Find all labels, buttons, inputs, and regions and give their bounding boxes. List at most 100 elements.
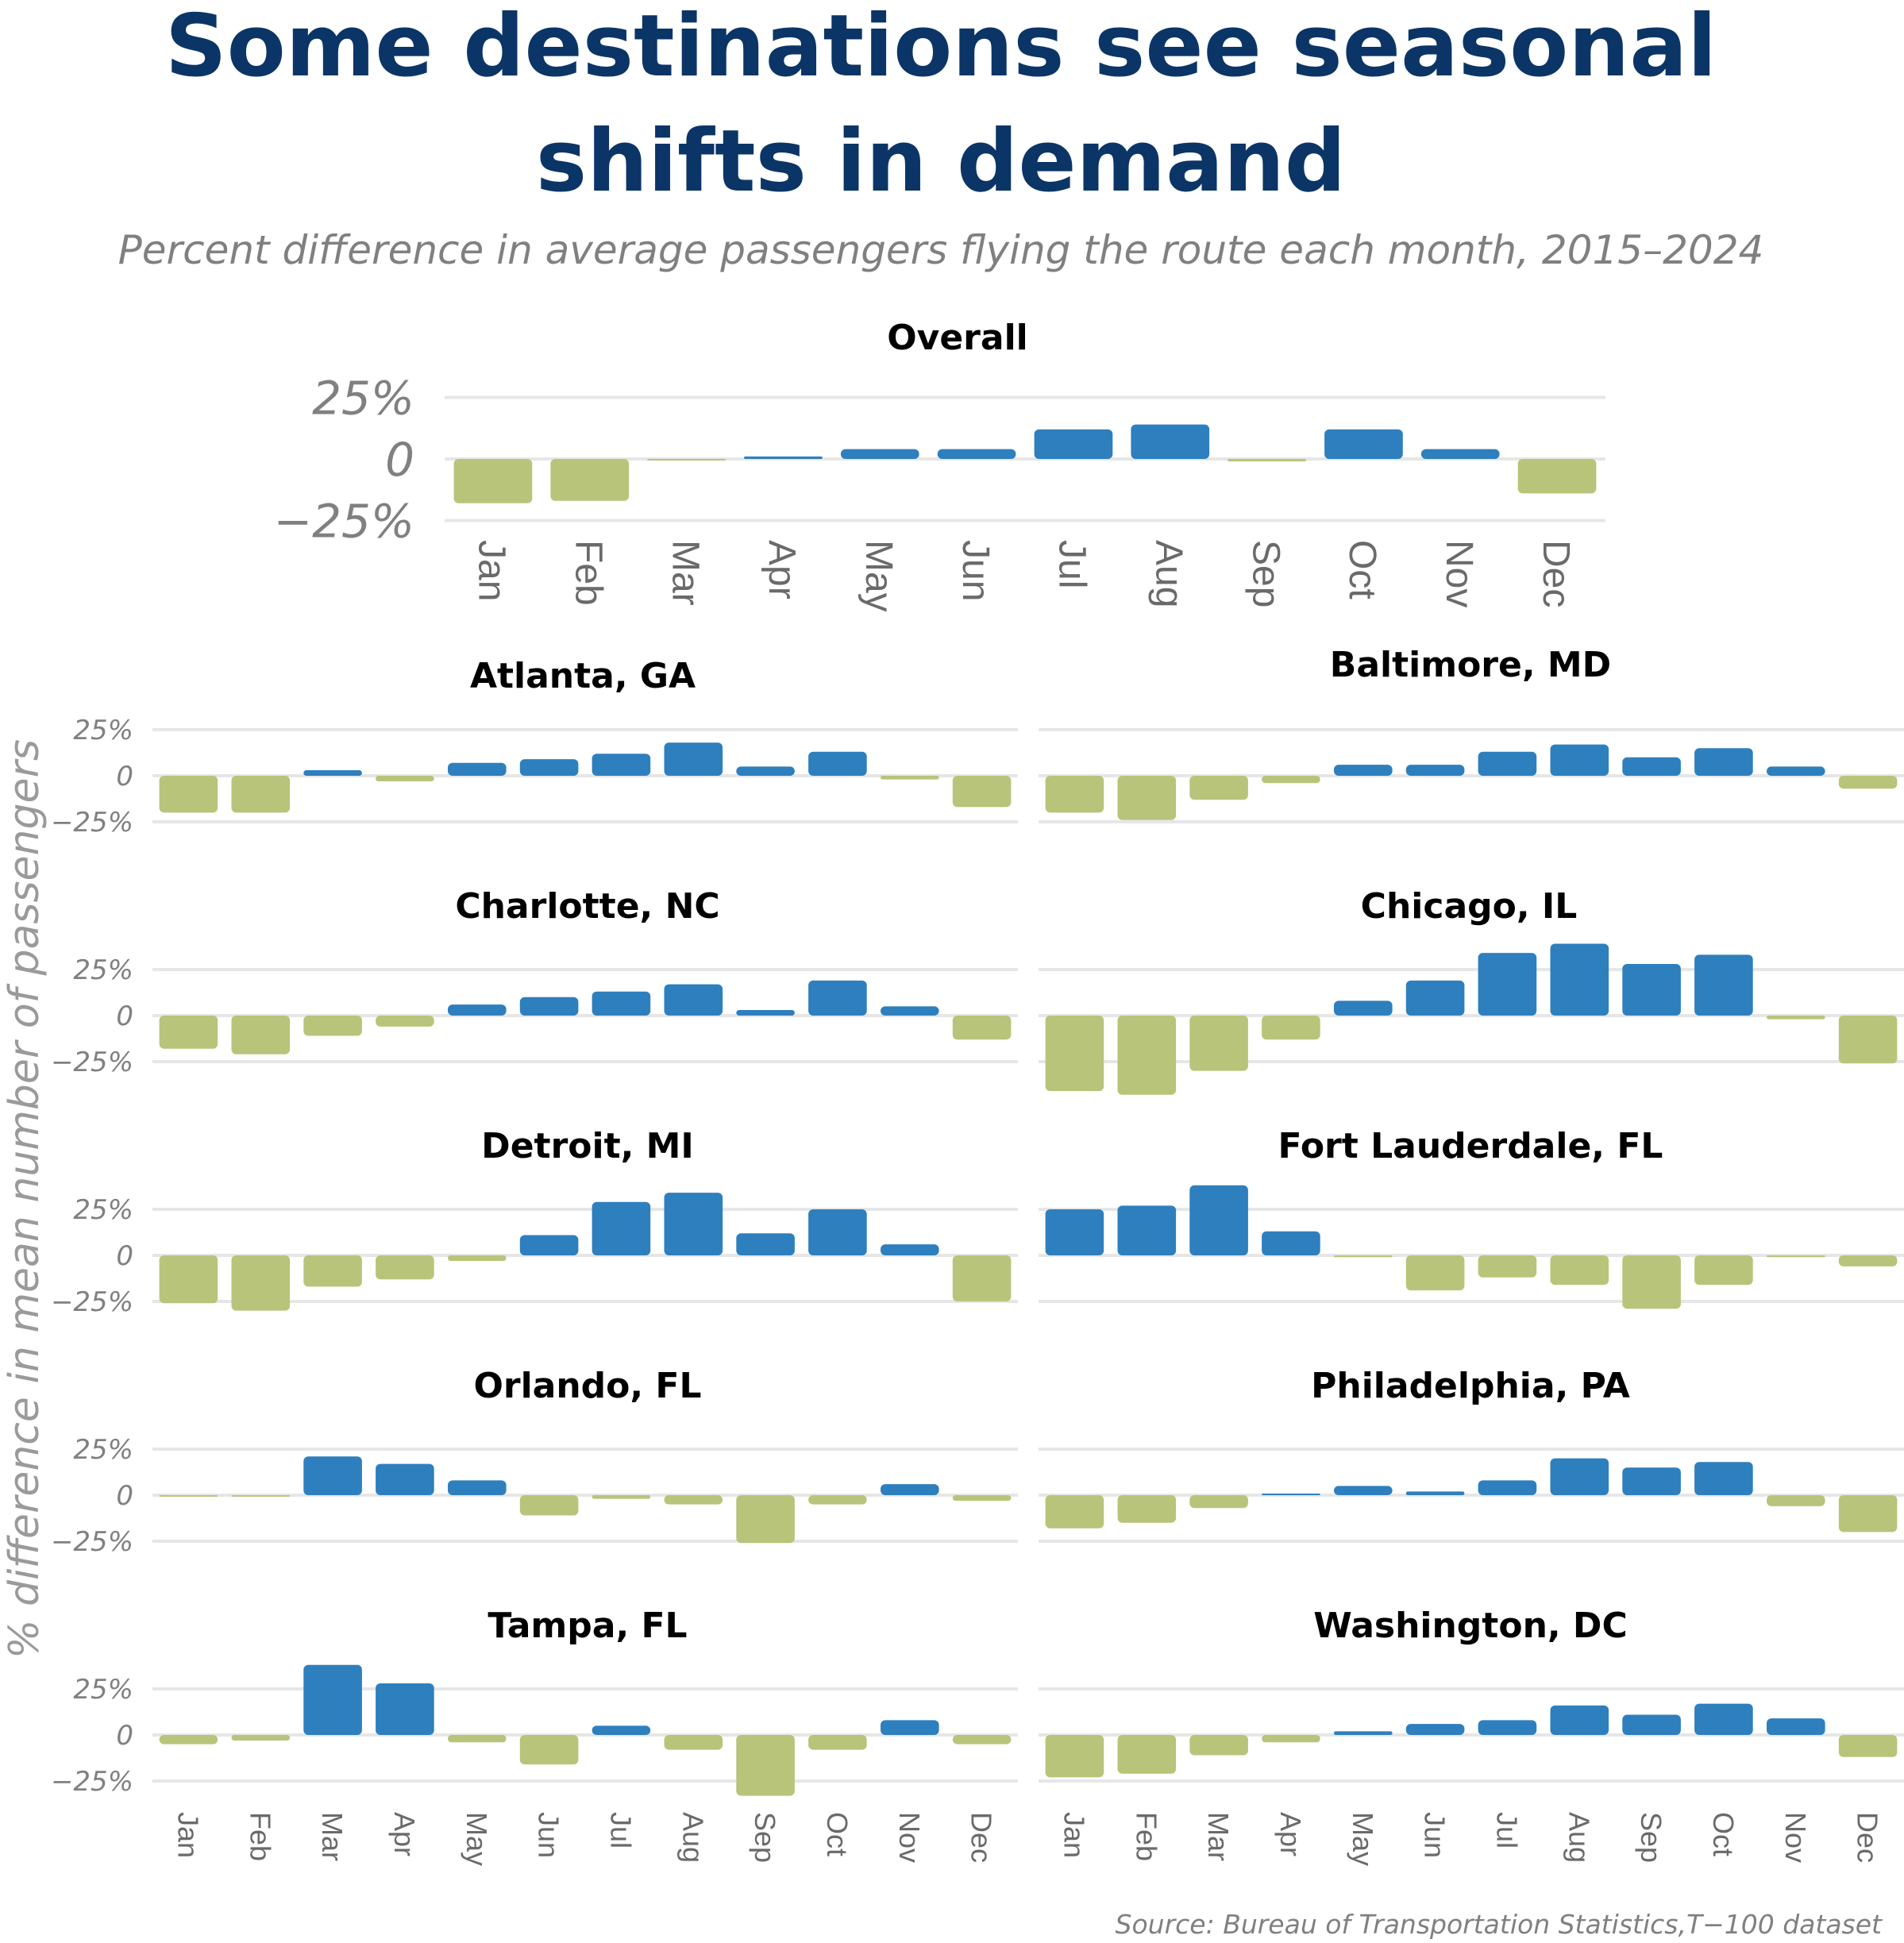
bar-philadelphia-pa-aug xyxy=(1550,1458,1609,1495)
bar-atlanta-ga-jun xyxy=(519,759,579,776)
bar-washington-dc-jan xyxy=(1045,1735,1104,1778)
y-tick-label: 0 xyxy=(116,1480,133,1512)
bar-washington-dc-sep xyxy=(1622,1714,1681,1735)
bar-overall-oct xyxy=(1324,429,1403,459)
x-tick-label-oct: Oct xyxy=(821,1812,854,1856)
bar-overall-jul xyxy=(1034,429,1113,459)
bar-baltimore-md-feb xyxy=(1117,776,1177,820)
bar-detroit-mi-oct xyxy=(808,1209,867,1255)
x-tick-label-aug: Aug xyxy=(1148,540,1190,607)
bar-fort-lauderdale-fl-mar xyxy=(1189,1185,1248,1255)
panel-overall: Overall 25% 0 −25% Jan Feb Mar Apr May Jun Jul Aug S… xyxy=(273,318,1605,612)
bar-charlotte-nc-jan xyxy=(159,1016,218,1049)
bar-charlotte-nc-dec xyxy=(952,1016,1012,1040)
panel-chicago-il: Chicago, IL xyxy=(1039,886,1904,1095)
x-tick-label-dec: Dec xyxy=(965,1812,998,1863)
panel-title-fort-lauderdale-fl: Fort Lauderdale, FL xyxy=(1278,1126,1663,1166)
bar-orlando-fl-sep xyxy=(736,1495,795,1544)
bar-atlanta-ga-jul xyxy=(592,754,651,776)
x-tick-label-nov: Nov xyxy=(1779,1812,1812,1863)
bar-atlanta-ga-feb xyxy=(231,776,291,813)
y-tick-label: 0 xyxy=(116,1240,133,1272)
bar-detroit-mi-jun xyxy=(519,1235,579,1255)
panel-title-atlanta-ga: Atlanta, GA xyxy=(470,656,696,696)
bar-washington-dc-dec xyxy=(1838,1735,1898,1757)
y-tick-label: 25% xyxy=(73,1434,133,1466)
y-tick-label: 0 xyxy=(116,761,133,792)
bar-orlando-fl-mar xyxy=(303,1456,362,1495)
bar-fort-lauderdale-fl-feb xyxy=(1117,1205,1177,1255)
bar-detroit-mi-nov xyxy=(881,1244,939,1255)
bar-washington-dc-feb xyxy=(1117,1735,1177,1774)
bar-orlando-fl-jun xyxy=(519,1495,579,1516)
panel-fort-lauderdale-fl: Fort Lauderdale, FL xyxy=(1039,1126,1904,1309)
bar-atlanta-ga-may xyxy=(448,762,507,776)
bar-fort-lauderdale-fl-dec xyxy=(1838,1255,1898,1266)
bar-fort-lauderdale-fl-nov xyxy=(1767,1255,1825,1258)
bar-philadelphia-pa-jun xyxy=(1405,1491,1465,1495)
bar-tampa-fl-mar xyxy=(303,1664,362,1735)
bar-tampa-fl-aug xyxy=(664,1735,723,1750)
bar-atlanta-ga-apr xyxy=(376,776,434,781)
y-tick-label: 25% xyxy=(312,371,414,425)
bar-charlotte-nc-mar xyxy=(303,1016,362,1036)
x-tick-label-jan: Jan xyxy=(471,540,513,601)
x-tick-label-jun: Jun xyxy=(954,540,996,601)
bar-orlando-fl-dec xyxy=(952,1495,1012,1501)
bar-fort-lauderdale-fl-sep xyxy=(1622,1255,1681,1309)
bar-atlanta-ga-jan xyxy=(159,776,218,813)
bar-tampa-fl-feb xyxy=(231,1735,291,1741)
x-tick-label-jun: Jun xyxy=(1419,1812,1451,1858)
bar-philadelphia-pa-apr xyxy=(1262,1494,1320,1495)
panel-charlotte-nc: Charlotte, NC 25% 0 −25% xyxy=(51,886,1018,1078)
bar-overall-nov xyxy=(1420,449,1500,459)
y-tick-label: −25% xyxy=(51,1526,133,1558)
bar-fort-lauderdale-fl-oct xyxy=(1694,1255,1753,1286)
y-tick-label: −25% xyxy=(51,1047,133,1078)
bar-overall-jan xyxy=(453,459,533,503)
x-tick-label-may: May xyxy=(858,540,900,612)
x-tick-label-sep: Sep xyxy=(1244,540,1286,607)
bar-orlando-fl-oct xyxy=(808,1495,867,1505)
bar-charlotte-nc-apr xyxy=(376,1016,434,1027)
y-tick-label: −25% xyxy=(51,807,133,838)
bar-overall-may xyxy=(840,449,919,459)
bar-overall-dec xyxy=(1517,459,1597,494)
x-tick-label-may: May xyxy=(461,1812,493,1866)
x-tick-label-aug: Aug xyxy=(1563,1812,1595,1863)
bar-chicago-il-sep xyxy=(1622,964,1681,1016)
chart-subtitle: Percent difference in average passengers… xyxy=(118,227,1764,273)
y-axis-label: % difference in mean number of passenger… xyxy=(1,739,48,1659)
y-tick-label: 25% xyxy=(73,715,133,746)
bar-tampa-fl-jan xyxy=(159,1735,218,1744)
bar-tampa-fl-jun xyxy=(519,1735,579,1765)
x-tick-label-jun: Jun xyxy=(533,1812,565,1858)
bar-atlanta-ga-sep xyxy=(736,766,795,776)
x-tick-label-aug: Aug xyxy=(676,1812,709,1863)
panel-title-philadelphia-pa: Philadelphia, PA xyxy=(1311,1366,1630,1406)
bar-baltimore-md-mar xyxy=(1189,776,1248,800)
bar-tampa-fl-may xyxy=(448,1735,507,1743)
bar-washington-dc-oct xyxy=(1694,1703,1753,1735)
bar-overall-mar xyxy=(647,459,726,461)
bar-washington-dc-mar xyxy=(1189,1735,1248,1756)
bar-baltimore-md-nov xyxy=(1767,766,1825,776)
bar-washington-dc-aug xyxy=(1550,1705,1609,1735)
bar-baltimore-md-jan xyxy=(1045,776,1104,813)
bar-fort-lauderdale-fl-may xyxy=(1334,1255,1393,1258)
bar-detroit-mi-mar xyxy=(303,1255,362,1287)
y-tick-label: 0 xyxy=(116,1000,133,1032)
y-tick-label: −25% xyxy=(51,1766,133,1798)
bar-fort-lauderdale-fl-jan xyxy=(1045,1209,1104,1255)
bar-fort-lauderdale-fl-apr xyxy=(1262,1231,1320,1255)
bar-philadelphia-pa-jan xyxy=(1045,1495,1104,1529)
x-tick-label-jul: Jul xyxy=(605,1812,638,1849)
bar-washington-dc-apr xyxy=(1262,1735,1320,1743)
bar-orlando-fl-apr xyxy=(376,1463,434,1495)
bar-charlotte-nc-jul xyxy=(592,991,651,1016)
bar-overall-sep xyxy=(1228,459,1306,462)
panel-orlando-fl: Orlando, FL 25% 0 −25% xyxy=(51,1366,1018,1558)
bar-tampa-fl-nov xyxy=(881,1720,939,1735)
bar-detroit-mi-sep xyxy=(736,1233,795,1255)
bar-fort-lauderdale-fl-jun xyxy=(1405,1255,1465,1291)
